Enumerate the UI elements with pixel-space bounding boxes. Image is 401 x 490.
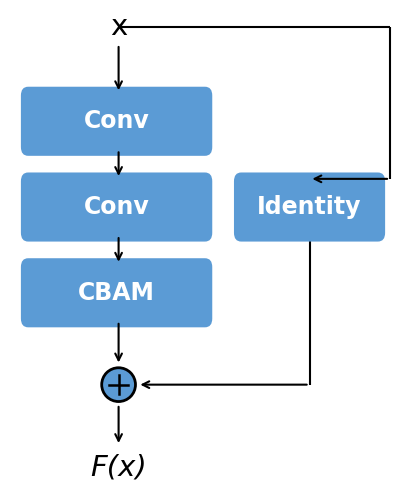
Text: CBAM: CBAM (78, 281, 155, 305)
Ellipse shape (101, 368, 135, 401)
FancyBboxPatch shape (21, 87, 212, 156)
Text: Conv: Conv (83, 109, 149, 133)
Text: x: x (110, 13, 127, 41)
FancyBboxPatch shape (21, 258, 212, 327)
FancyBboxPatch shape (233, 172, 384, 242)
Text: Identity: Identity (257, 195, 361, 219)
Text: F(x): F(x) (90, 454, 147, 482)
FancyBboxPatch shape (21, 172, 212, 242)
Text: Conv: Conv (83, 195, 149, 219)
